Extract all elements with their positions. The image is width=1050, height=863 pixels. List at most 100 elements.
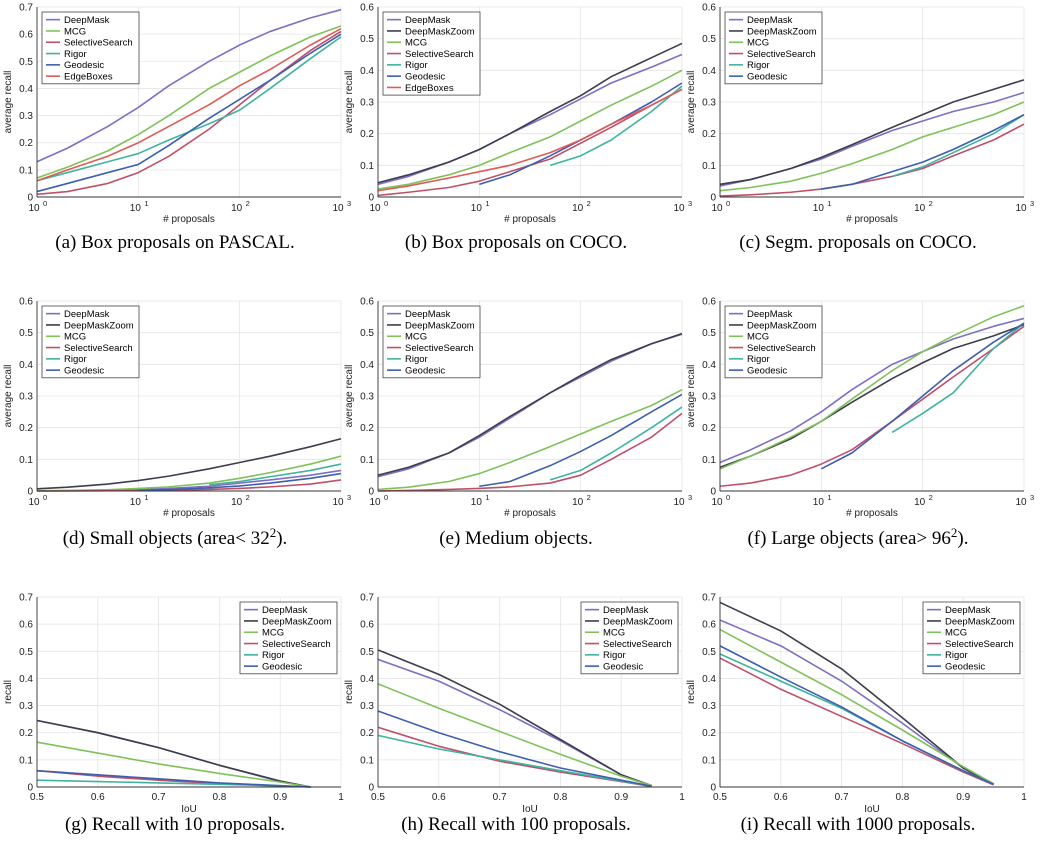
x-axis-label: # proposals (504, 214, 556, 225)
legend-label: Geodesic (405, 71, 445, 82)
y-tick-label: 0.4 (360, 66, 374, 77)
legend-label: SelectiveSearch (405, 343, 474, 354)
y-tick-label: 0.6 (360, 620, 374, 631)
panel-i: 0 0.1 0.2 0.3 0.4 0.5 0.6 0.7 0.5 0.6 0.7 0.8 0.9 1 Io… (686, 593, 1027, 836)
series-line-MCG (719, 101, 1025, 192)
y-tick-label: 0.2 (702, 129, 716, 140)
x-tick-label: 0.7 (152, 792, 166, 803)
series-line-SelectiveSearch (36, 30, 342, 196)
panel-caption: (i) Recall with 1000 proposals. (741, 814, 976, 835)
legend-label: MCG (405, 332, 427, 343)
legend-label: MCG (603, 628, 625, 639)
x-tick-exponent: 0 (384, 199, 388, 208)
panel-f: 00.10.20.30.40.50.610 0 10 1 10 2 10 3# proposa… (686, 297, 1034, 550)
x-axis-label: # proposals (163, 214, 215, 225)
legend-label: SelectiveSearch (747, 49, 816, 60)
legend-label: SelectiveSearch (603, 639, 672, 650)
y-tick-label: 0.6 (702, 3, 716, 14)
y-tick-label: 0.3 (702, 701, 716, 712)
x-tick-label: 10 (231, 497, 243, 508)
y-tick-label: 0.1 (702, 755, 716, 766)
series-line-Geodesic (138, 472, 342, 492)
y-tick-label: 0.2 (360, 728, 374, 739)
y-tick-label: 0.1 (360, 755, 374, 766)
x-tick-label: 0.8 (895, 792, 909, 803)
series-line-MCG (719, 628, 994, 785)
x-tick-exponent: 0 (384, 493, 388, 502)
x-tick-label: 10 (1015, 497, 1027, 508)
legend-label: DeepMaskZoom (603, 616, 673, 627)
panel-caption: (d) Small objects (area< 322). (63, 525, 288, 550)
panel-a: 00.10.20.30.40.50.60.710 0 10 1 10 2 10 3# prop… (3, 3, 351, 254)
y-tick-label: 0.3 (19, 392, 33, 403)
x-tick-label: 10 (572, 497, 584, 508)
y-tick-label: 0.7 (19, 593, 33, 604)
legend-label: MCG (64, 332, 86, 343)
y-tick-label: 0.3 (702, 98, 716, 109)
legend-label: Geodesic (747, 365, 787, 376)
y-tick-label: 0.7 (19, 3, 33, 14)
legend-label: Geodesic (945, 661, 985, 672)
series-line-Geodesic (479, 393, 683, 488)
panel-d: 00.10.20.30.40.50.610 0 10 1 10 2 10 3# proposa… (3, 297, 351, 550)
series-line-Geodesic (36, 769, 311, 788)
legend-label: EdgeBoxes (64, 71, 113, 82)
x-tick-label: 10 (28, 497, 40, 508)
legend-label: MCG (747, 332, 769, 343)
y-tick-label: 0.3 (360, 392, 374, 403)
series-line-Rigor (891, 322, 1025, 434)
legend-label: Rigor (603, 650, 626, 661)
y-tick-label: 0.2 (702, 728, 716, 739)
x-tick-exponent: 3 (347, 199, 351, 208)
caption-text: (g) Recall with 10 proposals. (65, 814, 285, 835)
x-tick-label: 0.8 (212, 792, 226, 803)
y-tick-label: 0.2 (19, 138, 33, 149)
y-tick-label: 0.2 (702, 423, 716, 434)
legend-label: EdgeBoxes (405, 83, 454, 94)
y-tick-label: 0.4 (702, 360, 716, 371)
y-tick-label: 0.4 (19, 360, 33, 371)
x-tick-label: 0.7 (493, 792, 507, 803)
x-tick-label: 10 (711, 497, 723, 508)
panel-caption: (h) Recall with 100 proposals. (401, 814, 631, 835)
x-tick-label: 1 (1021, 792, 1027, 803)
caption-text: (h) Recall with 100 proposals. (401, 814, 631, 835)
y-axis-label: average recall (3, 365, 14, 428)
x-tick-exponent: 3 (688, 199, 692, 208)
x-tick-exponent: 2 (929, 199, 933, 208)
legend: DeepMaskDeepMaskZoomMCGSelectiveSearchRi… (382, 11, 481, 96)
y-tick-label: 0.4 (702, 674, 716, 685)
series-line-MCG (719, 304, 1025, 470)
x-axis-label: IoU (522, 804, 538, 815)
y-tick-label: 0.6 (702, 297, 716, 308)
legend-box (922, 601, 1021, 675)
y-tick-label: 0.3 (360, 98, 374, 109)
y-axis-label: recall (3, 680, 14, 704)
panel-c: 00.10.20.30.40.50.610 0 10 1 10 2 10 3# proposa… (686, 3, 1034, 254)
series-line-DeepMask (719, 317, 1025, 464)
legend-label: DeepMaskZoom (64, 320, 134, 331)
legend: DeepMaskDeepMaskZoomMCGSelectiveSearchRi… (922, 601, 1021, 675)
series-line-Geodesic (821, 113, 1025, 190)
y-tick-label: 0.3 (360, 701, 374, 712)
legend-label: MCG (747, 38, 769, 49)
y-tick-label: 0 (27, 487, 33, 498)
x-tick-exponent: 1 (144, 493, 148, 502)
caption-tail: ). (276, 528, 287, 549)
x-tick-label: 10 (673, 203, 685, 214)
y-tick-label: 0.5 (360, 328, 374, 339)
legend-label: DeepMaskZoom (945, 616, 1015, 627)
series-line-SelectiveSearch (719, 325, 1025, 488)
y-tick-label: 0 (368, 193, 374, 204)
legend-label: Rigor (262, 650, 285, 661)
x-axis-label: IoU (181, 804, 197, 815)
legend-label: Geodesic (747, 71, 787, 82)
x-tick-label: 10 (369, 497, 381, 508)
legend-label: Rigor (405, 60, 428, 71)
legend-box (724, 305, 823, 379)
x-axis-label: # proposals (504, 508, 556, 519)
legend-label: Rigor (747, 60, 770, 71)
y-tick-label: 0.2 (19, 728, 33, 739)
y-tick-label: 0.3 (702, 392, 716, 403)
x-tick-label: 1 (338, 792, 344, 803)
